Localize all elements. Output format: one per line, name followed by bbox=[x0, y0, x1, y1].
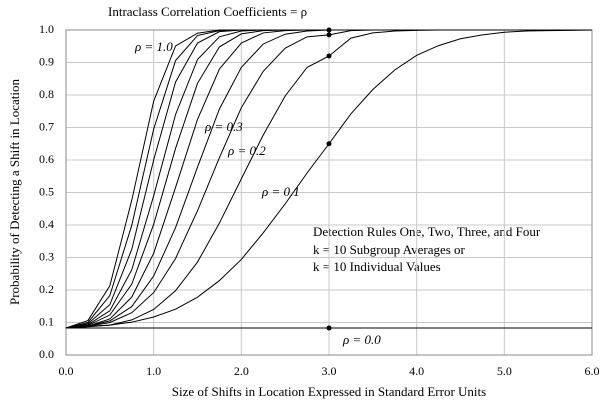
marker bbox=[326, 141, 332, 147]
y-tick-label: 0.9 bbox=[39, 54, 54, 68]
y-tick-label: 0.8 bbox=[39, 87, 54, 101]
x-tick-label: 2.0 bbox=[234, 364, 249, 378]
x-tick-label: 1.0 bbox=[146, 364, 161, 378]
y-tick-label: 0.1 bbox=[39, 314, 54, 328]
marker bbox=[326, 325, 332, 331]
x-tick-label: 3.0 bbox=[322, 364, 337, 378]
y-tick-label: 0.4 bbox=[39, 217, 54, 231]
series-label: ρ = 1.0 bbox=[134, 39, 173, 54]
x-tick-label: 0.0 bbox=[59, 364, 74, 378]
series-label: ρ = 0.3 bbox=[204, 119, 243, 134]
x-tick-label: 5.0 bbox=[497, 364, 512, 378]
marker bbox=[326, 53, 332, 59]
annotation: k = 10 Individual Values bbox=[313, 259, 441, 274]
y-tick-label: 0.3 bbox=[39, 249, 54, 263]
y-tick-label: 0.5 bbox=[39, 184, 54, 198]
y-tick-label: 1.0 bbox=[39, 22, 54, 36]
chart-title: Intraclass Correlation Coefficients = ρ bbox=[108, 4, 307, 19]
y-tick-label: 0.0 bbox=[39, 347, 54, 361]
y-tick-label: 0.6 bbox=[39, 152, 54, 166]
y-tick-label: 0.2 bbox=[39, 282, 54, 296]
annotation: Detection Rules One, Two, Three, and Fou… bbox=[313, 224, 541, 239]
series-label: ρ = 0.1 bbox=[261, 184, 300, 199]
y-axis-label: Probability of Detecting a Shift in Loca… bbox=[7, 78, 22, 305]
x-axis-label: Size of Shifts in Location Expressed in … bbox=[172, 384, 486, 399]
series-label: ρ = 0.2 bbox=[227, 143, 266, 158]
y-tick-label: 0.7 bbox=[39, 119, 54, 133]
x-tick-label: 6.0 bbox=[585, 364, 600, 378]
annotation: k = 10 Subgroup Averages or bbox=[313, 242, 466, 257]
marker bbox=[326, 32, 332, 38]
series-label: ρ = 0.0 bbox=[342, 332, 381, 347]
x-tick-label: 4.0 bbox=[409, 364, 424, 378]
